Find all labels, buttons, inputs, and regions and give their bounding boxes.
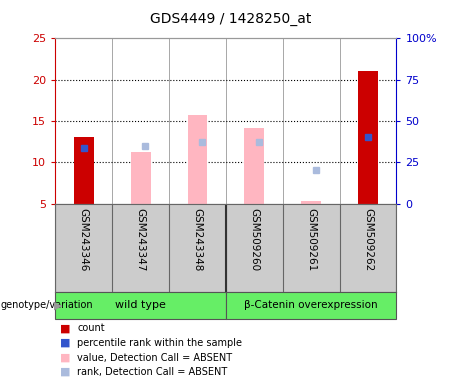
Text: GSM243348: GSM243348	[192, 208, 202, 271]
Bar	[188, 115, 207, 204]
Bar	[130, 152, 151, 204]
Bar	[244, 127, 264, 204]
Text: ■: ■	[60, 338, 71, 348]
Text: ■: ■	[60, 353, 71, 362]
Text: GSM509261: GSM509261	[306, 208, 316, 271]
Bar	[358, 71, 378, 204]
Text: count: count	[77, 323, 105, 333]
Text: wild type: wild type	[115, 300, 166, 310]
Text: genotype/variation: genotype/variation	[0, 300, 93, 310]
Text: GSM509262: GSM509262	[363, 208, 373, 271]
Bar	[301, 201, 321, 204]
Bar	[74, 137, 94, 204]
Text: GSM509260: GSM509260	[249, 208, 260, 271]
Text: percentile rank within the sample: percentile rank within the sample	[77, 338, 242, 348]
Bar	[226, 292, 396, 319]
Text: GSM243346: GSM243346	[79, 208, 89, 271]
Text: rank, Detection Call = ABSENT: rank, Detection Call = ABSENT	[77, 367, 228, 377]
Text: value, Detection Call = ABSENT: value, Detection Call = ABSENT	[77, 353, 232, 362]
Text: ▶: ▶	[54, 300, 63, 310]
Text: GDS4449 / 1428250_at: GDS4449 / 1428250_at	[150, 12, 311, 25]
Bar	[55, 292, 226, 319]
Text: GSM243347: GSM243347	[136, 208, 146, 271]
Text: ■: ■	[60, 323, 71, 333]
Text: β-Catenin overexpression: β-Catenin overexpression	[244, 300, 378, 310]
Text: ■: ■	[60, 367, 71, 377]
